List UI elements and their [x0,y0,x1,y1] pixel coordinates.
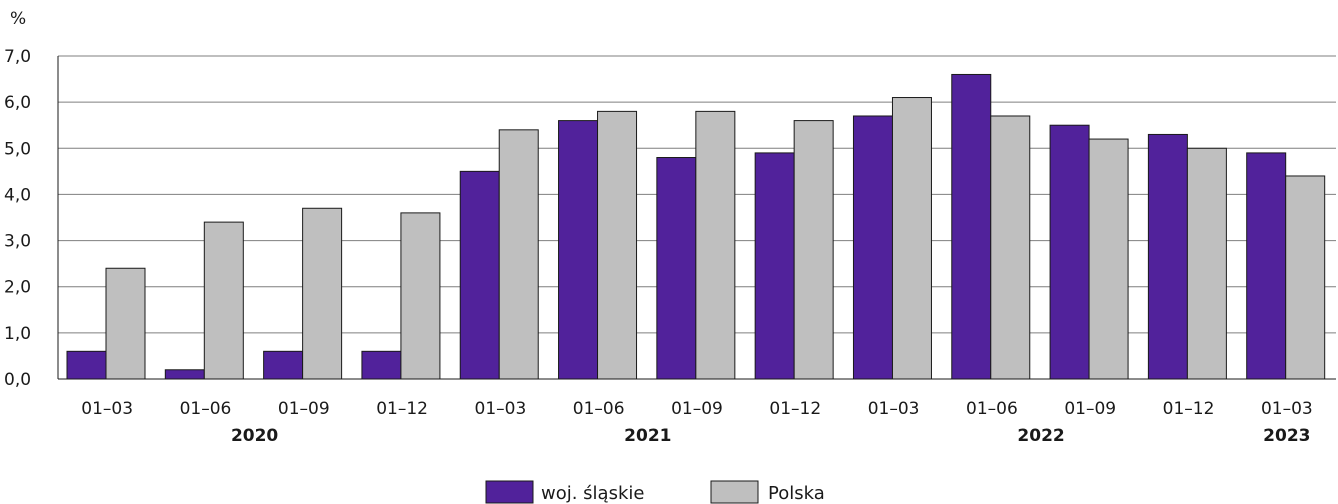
x-tick-label: 01–09 [671,399,723,419]
x-tick-label: 01–09 [278,399,330,419]
bar-series2 [498,129,539,380]
bar-series1 [656,157,697,380]
bar-series2 [695,110,736,380]
x-tick-label: 01–03 [868,399,920,419]
bar-series1 [1147,133,1188,380]
x-tick-label: 01–12 [1163,399,1215,419]
y-tick-label: 4,0 [4,185,31,205]
bar-series2 [990,115,1031,380]
x-tick-label: 01–06 [573,399,625,419]
legend-swatch [710,480,759,504]
bar-series1 [852,115,893,380]
x-tick-label: 01–03 [81,399,133,419]
y-axis-unit-label: % [10,9,26,29]
legend-swatch [485,480,534,504]
x-tick-label: 01–12 [376,399,428,419]
legend: woj. śląskie Polska [485,480,825,504]
bar-series2 [1186,147,1227,380]
bar-series2 [793,120,834,380]
bar-series1 [263,350,304,380]
legend-label: woj. śląskie [541,483,644,504]
y-tick-label: 0,0 [4,370,31,390]
x-tick-label: 01–06 [966,399,1018,419]
x-tick-label: 01–12 [769,399,821,419]
x-tick-label: 01–09 [1064,399,1116,419]
year-group-label: 2023 [1263,426,1310,446]
y-tick-label: 5,0 [4,139,31,159]
y-tick-label: 2,0 [4,278,31,298]
bar-series2 [891,97,932,380]
y-tick-label: 7,0 [4,47,31,67]
bar-series2 [1088,138,1129,380]
bar-series1 [164,369,205,380]
year-group-label: 2021 [624,426,671,446]
bar-series1 [459,170,500,380]
bars [66,73,1326,380]
axes: 0,0 1,0 2,0 3,0 4,0 5,0 6,0 7,0 01–03 01–06 01–09 0… [4,47,1336,446]
bar-series1 [951,73,992,380]
y-tick-label: 3,0 [4,232,31,252]
bar-series2 [203,221,244,380]
bar-series1 [66,350,107,380]
legend-label: Polska [768,483,825,504]
bar-series1 [361,350,402,380]
bar-series1 [558,120,599,380]
bar-series2 [105,267,146,380]
year-group-label: 2022 [1017,426,1064,446]
bar-series1 [754,152,795,380]
x-tick-label: 01–06 [180,399,232,419]
bar-series2 [597,110,638,380]
y-tick-label: 1,0 [4,324,31,344]
x-tick-label: 01–03 [475,399,527,419]
bar-series2 [400,212,441,380]
y-tick-label: 6,0 [4,93,31,113]
bar-series2 [302,207,343,380]
bar-series2 [1285,175,1326,380]
x-tick-label: 01–03 [1261,399,1313,419]
year-group-label: 2020 [231,426,278,446]
bar-series1 [1049,124,1090,380]
bar-series1 [1246,152,1287,380]
